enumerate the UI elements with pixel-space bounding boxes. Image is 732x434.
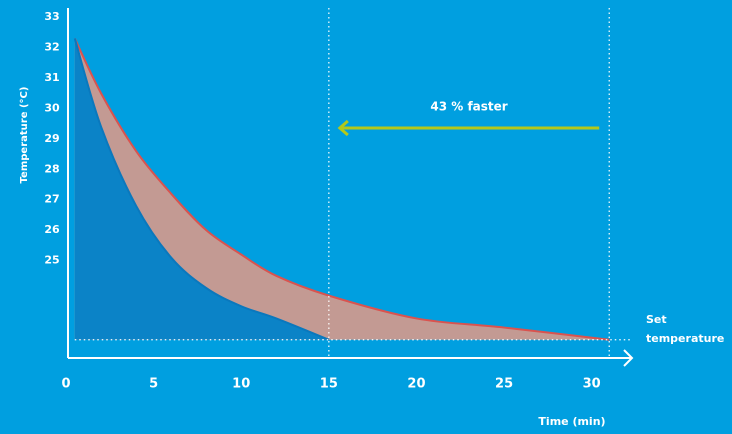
x-tick-label: 0 (61, 377, 70, 392)
area-fill (74, 38, 610, 340)
x-tick-label: 30 (583, 377, 601, 392)
y-tick-label: 30 (44, 101, 60, 114)
area-fill (74, 38, 329, 340)
x-tick-label: 25 (495, 377, 513, 392)
y-tick-label: 25 (44, 254, 59, 267)
y-tick-label: 29 (44, 132, 59, 145)
y-tick-label: 32 (44, 41, 59, 54)
annotation-arrowhead (337, 119, 349, 137)
y-axis-title: Temperature (°C) (19, 87, 30, 184)
y-tick-label: 28 (44, 162, 59, 175)
annotation: 43 % faster (430, 100, 507, 114)
x-tick-label: 15 (320, 377, 338, 392)
y-tick-label: 33 (44, 10, 59, 23)
curve (73, 38, 330, 341)
x-axis-title: Time (min) (538, 415, 605, 428)
curve (73, 38, 610, 341)
x-tick-label: 10 (232, 377, 250, 392)
y-tick-label: 27 (44, 193, 59, 206)
x-tick-label: 20 (407, 377, 425, 392)
x-tick-label: 5 (149, 377, 158, 392)
y-tick-label: 31 (44, 71, 59, 84)
x-axis-arrow (623, 349, 634, 367)
y-tick-label: 26 (44, 223, 60, 236)
set-temperature-label: Set temperature (646, 313, 725, 345)
